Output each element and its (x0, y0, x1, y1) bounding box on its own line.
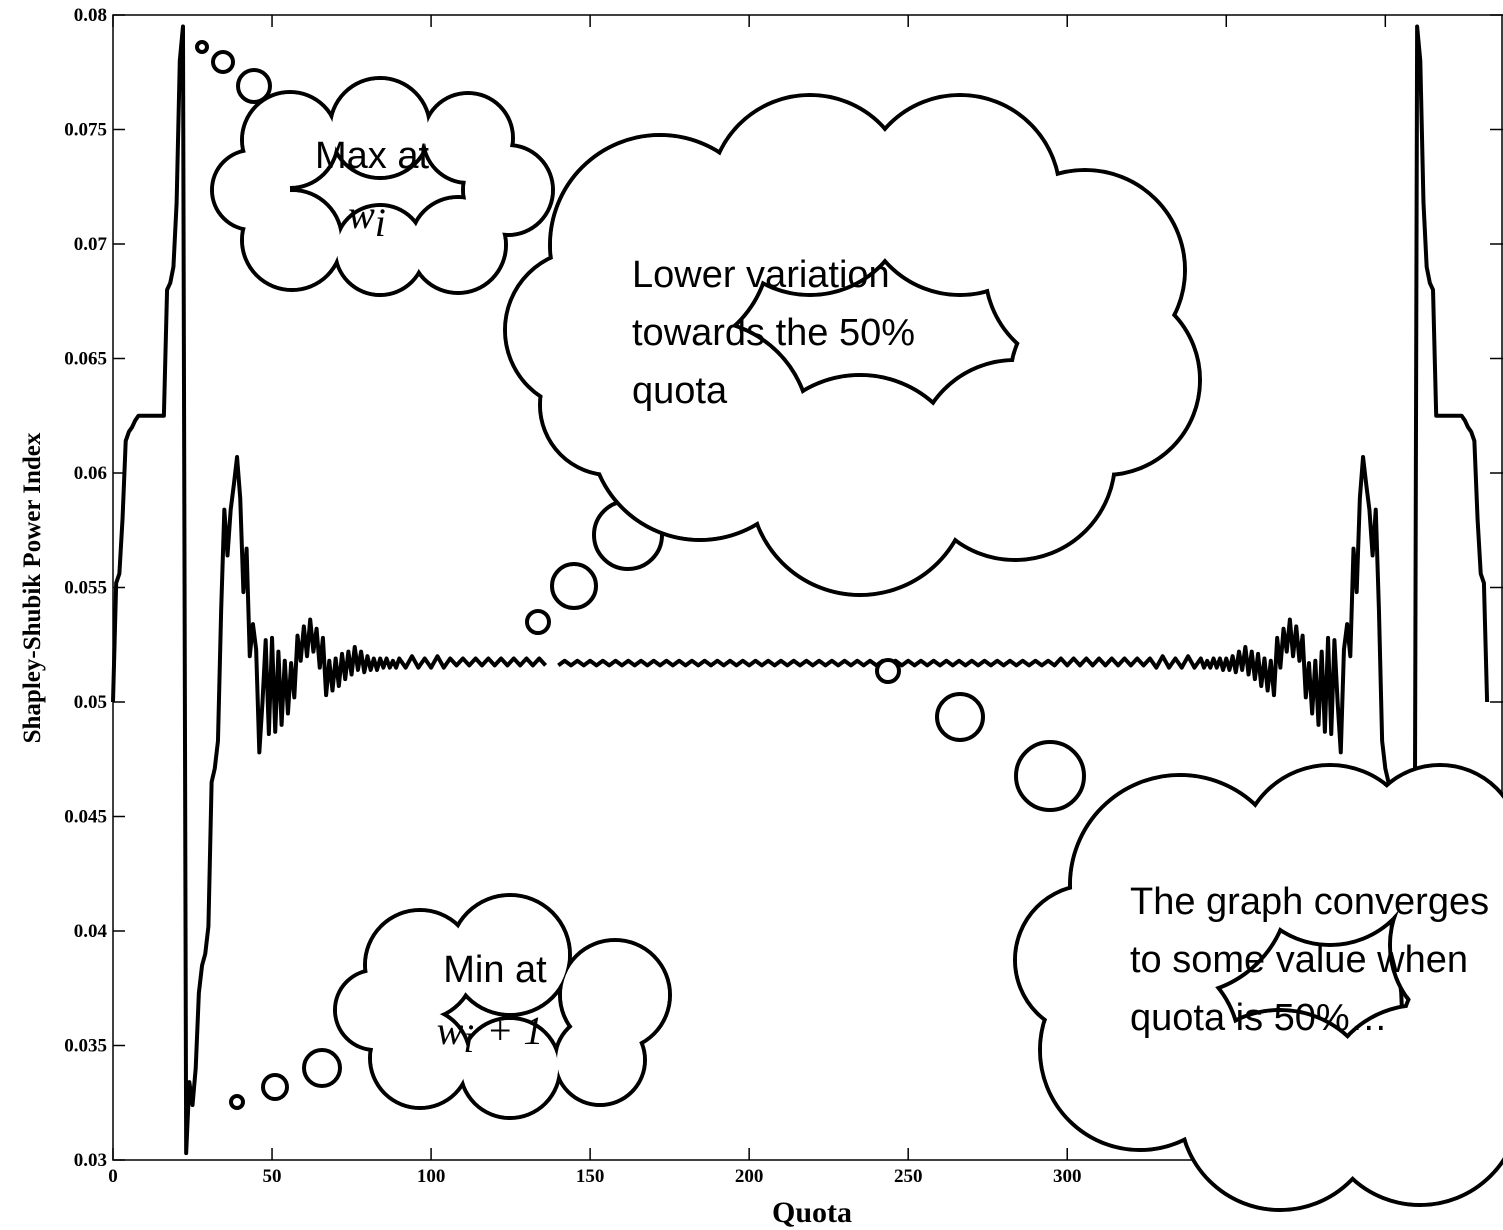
x-tick-label: 200 (735, 1166, 764, 1187)
x-tick-label: 50 (263, 1166, 282, 1187)
annotation-text: towards the 50% (632, 312, 915, 354)
math-variable: w (348, 192, 375, 237)
cloud-fill (337, 207, 423, 293)
y-tick-label: 0.03 (74, 1150, 107, 1171)
cloud-fill (412, 199, 504, 291)
y-tick-label: 0.045 (64, 807, 107, 828)
cloud-fill (712, 97, 908, 293)
thought-bubble (935, 692, 985, 742)
y-tick-label: 0.055 (64, 578, 107, 599)
cloud-fill (452, 897, 568, 1013)
y-tick-label: 0.05 (74, 692, 107, 713)
annotation-text: The graph converges (1130, 881, 1489, 923)
annotation-text: Lower variation (632, 254, 890, 296)
thought-bubble (229, 1094, 245, 1110)
math-variable: w (437, 1008, 464, 1053)
thought-bubble (302, 1048, 342, 1088)
cloud-fill (337, 972, 413, 1048)
x-tick-label: 100 (417, 1166, 446, 1187)
y-tick-label: 0.04 (74, 921, 108, 942)
thought-bubble (875, 658, 901, 684)
cloud-fill (917, 362, 1113, 558)
y-tick-label: 0.075 (64, 120, 107, 141)
thought-bubble (211, 50, 235, 74)
y-tick-label: 0.035 (64, 1036, 107, 1057)
cloud-fill (332, 80, 428, 176)
y-tick-label: 0.07 (74, 234, 108, 255)
annotation-text: Max at (315, 135, 429, 177)
annotation-math: wi (348, 192, 386, 245)
thought-bubble (195, 40, 209, 54)
thought-bubble (525, 609, 551, 635)
thought-bubble (261, 1073, 289, 1101)
annotation-text: to some value when (1130, 939, 1468, 981)
cloud-fill (1017, 887, 1163, 1033)
x-tick-label: 300 (1053, 1166, 1082, 1187)
y-tick-label: 0.08 (74, 5, 107, 26)
annotation-math: wi + 1 (437, 1008, 544, 1061)
x-tick-label: 150 (576, 1166, 605, 1187)
math-subscript: i (463, 1016, 474, 1061)
x-axis-label: Quota (772, 1196, 852, 1229)
annotation-text: quota is 50%… (1130, 997, 1388, 1039)
cloud-fill (462, 1020, 558, 1116)
cloud-fill (557, 1017, 643, 1103)
y-tick-label: 0.06 (74, 463, 107, 484)
y-tick-label: 0.065 (64, 349, 107, 370)
thought-bubble (1014, 740, 1086, 812)
math-tail: + 1 (486, 1008, 543, 1053)
data-line (111, 24, 1490, 1156)
math-subscript: i (375, 200, 386, 245)
cloud-fill (542, 337, 678, 473)
annotation-text: quota (632, 370, 728, 412)
thought-bubble (550, 562, 598, 610)
annotation-text: Min at (443, 949, 547, 991)
cloud-fill (214, 152, 290, 228)
cloud-fill (1402, 942, 1503, 1138)
thought-bubble (236, 68, 272, 104)
x-tick-label: 250 (894, 1166, 923, 1187)
x-tick-label: 0 (108, 1166, 118, 1187)
y-axis-label: Shapley-Shubik Power Index (19, 432, 46, 743)
